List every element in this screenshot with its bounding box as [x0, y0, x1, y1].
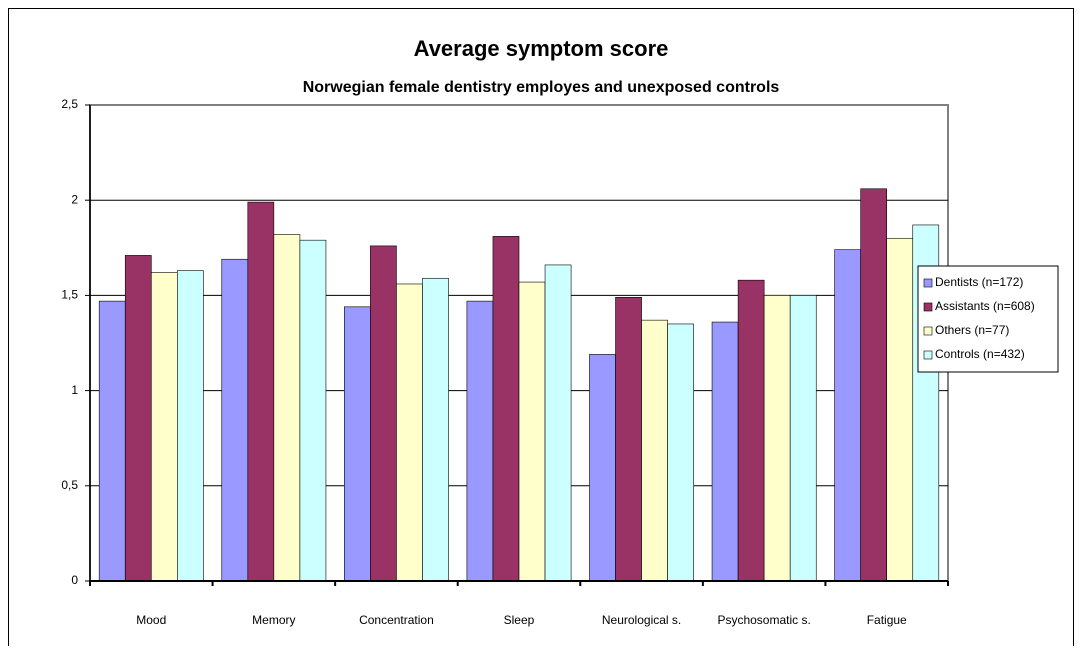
bar	[886, 237, 914, 582]
bar	[150, 272, 178, 582]
y-tick-label: 1,5	[61, 288, 78, 302]
chart-title: Average symptom score	[414, 36, 669, 61]
bar	[221, 258, 249, 582]
bar	[299, 239, 327, 582]
bar	[247, 201, 275, 582]
x-tick-label: Sleep	[504, 613, 535, 627]
legend-box	[917, 265, 1059, 373]
x-tick-label: Memory	[252, 613, 295, 627]
bar	[789, 295, 817, 582]
bar	[466, 300, 494, 582]
legend-swatch	[923, 350, 933, 360]
x-tick-label: Mood	[136, 613, 166, 627]
legend-label: Controls (n=432)	[935, 347, 1025, 361]
bar	[834, 249, 861, 582]
bar	[711, 321, 739, 582]
y-tick-label: 2	[71, 192, 78, 206]
y-tick-label: 0,5	[61, 478, 78, 492]
x-tick-label: Neurological s.	[602, 613, 681, 627]
bar	[370, 245, 397, 582]
bar	[344, 306, 371, 582]
bar	[763, 295, 791, 582]
bar	[544, 264, 572, 582]
x-tick-label: Concentration	[359, 613, 434, 627]
x-tick-label: Psychosomatic s.	[717, 613, 810, 627]
bar	[98, 300, 126, 582]
y-tick-label: 1	[71, 383, 78, 397]
bar	[422, 277, 449, 582]
bar	[518, 281, 546, 582]
y-tick-label: 0	[71, 573, 78, 587]
legend-label: Dentists (n=172)	[935, 275, 1023, 289]
bar	[492, 236, 520, 582]
bar	[615, 297, 642, 582]
legend-swatch	[923, 278, 933, 288]
legend-swatch	[923, 302, 933, 312]
bar	[124, 255, 152, 582]
legend-swatch	[923, 326, 933, 336]
bar	[177, 270, 204, 582]
bar	[396, 283, 423, 582]
y-tick-label: 2,5	[61, 97, 78, 111]
bar	[860, 188, 888, 582]
bar	[273, 234, 301, 582]
bar	[589, 354, 616, 582]
bar	[737, 279, 765, 582]
bar	[667, 323, 694, 582]
x-tick-label: Fatigue	[867, 613, 907, 627]
chart-subtitle: Norwegian female dentistry employes and …	[303, 79, 780, 96]
legend-label: Assistants (n=608)	[935, 299, 1035, 313]
bar	[641, 319, 668, 582]
legend-label: Others (n=77)	[935, 323, 1009, 337]
